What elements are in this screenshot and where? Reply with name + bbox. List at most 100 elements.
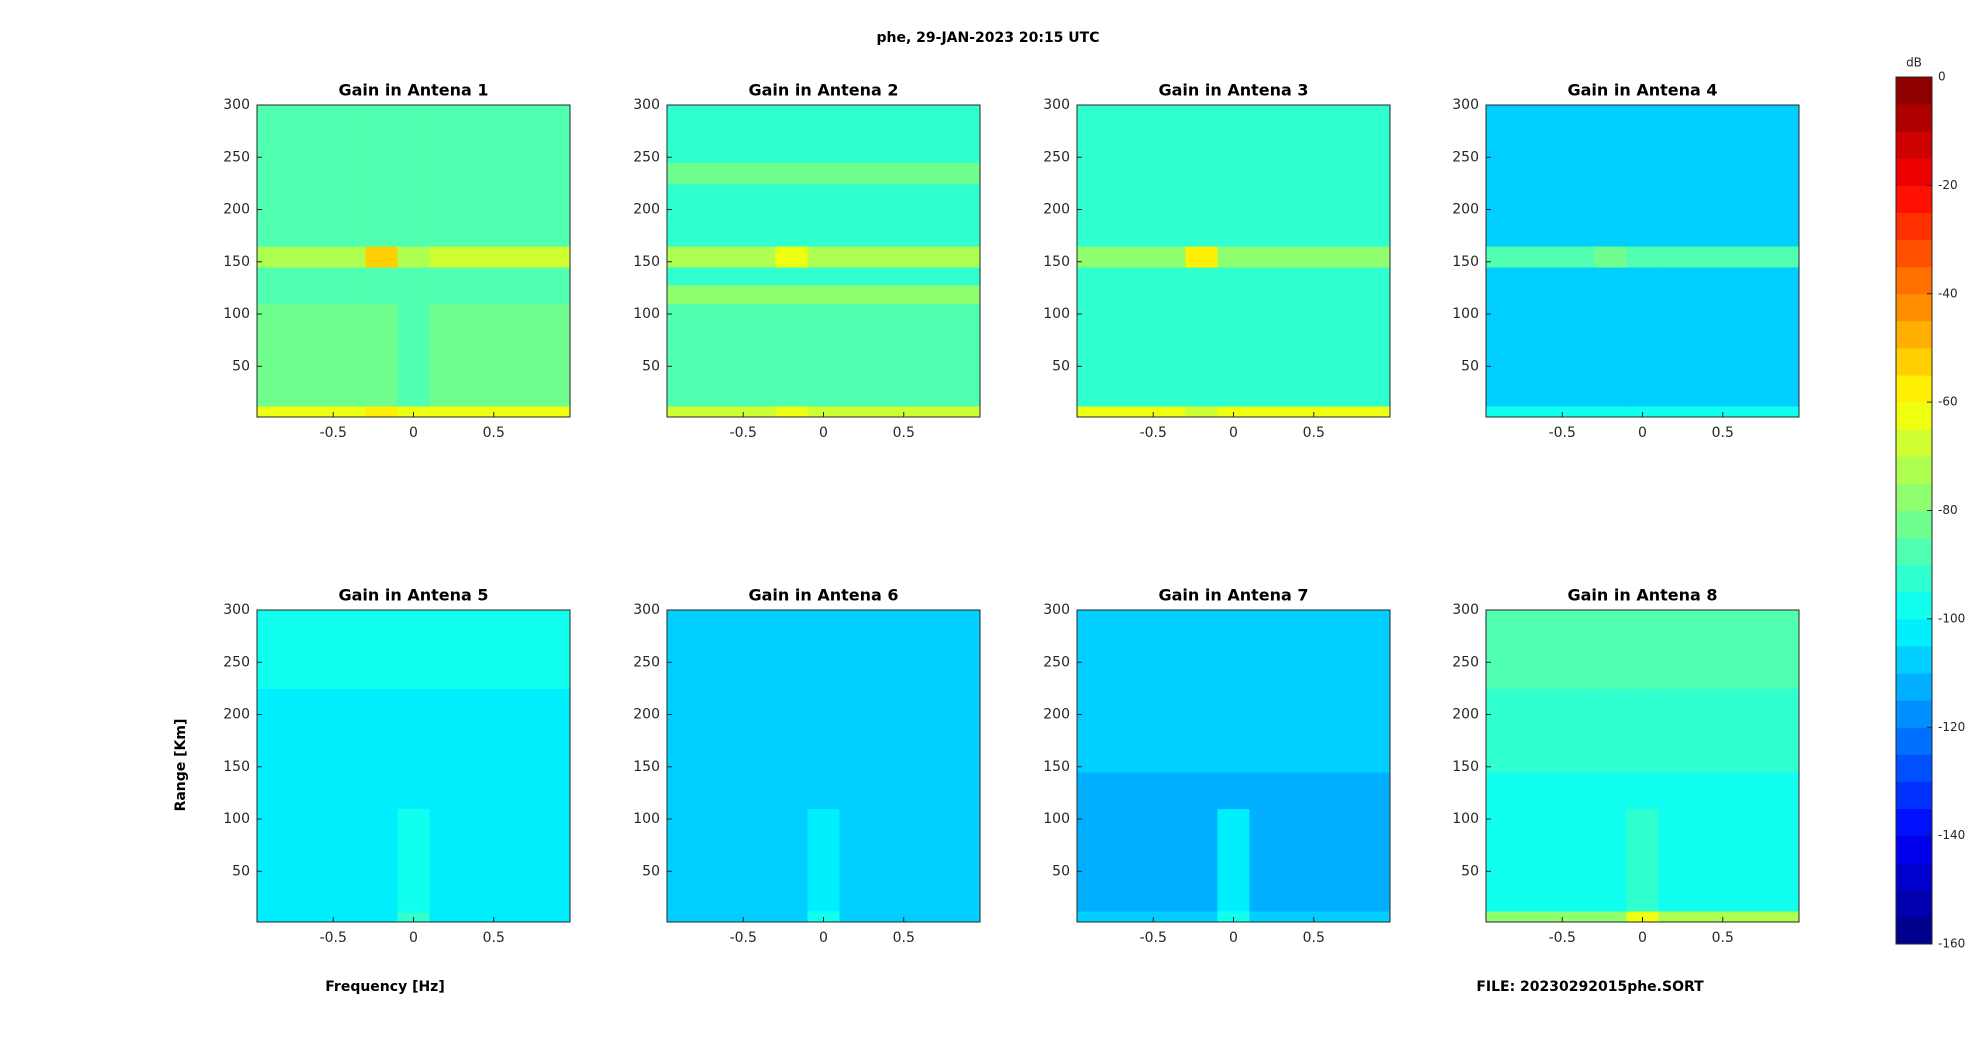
- heatmap-cell: [839, 267, 981, 286]
- heatmap-cell: [257, 772, 366, 791]
- colorbar-block: [1896, 916, 1932, 945]
- heatmap-cell: [775, 789, 808, 810]
- x-tick-label: 0.5: [893, 425, 915, 441]
- panel-title: Gain in Antena 1: [339, 81, 489, 100]
- heatmap-cell: [1626, 688, 1660, 752]
- heatmap-cell: [1658, 610, 1800, 668]
- heatmap-cell: [807, 667, 841, 689]
- heatmap-cell: [1626, 610, 1660, 668]
- heatmap-cell: [1217, 667, 1251, 689]
- colorbar-block: [1896, 456, 1932, 484]
- heatmap-cell: [365, 688, 398, 752]
- x-axis-label: Frequency [Hz]: [325, 979, 444, 995]
- heatmap-cell: [1217, 303, 1251, 407]
- x-tick-label: 0.5: [483, 425, 505, 441]
- heatmap-cell: [1594, 789, 1627, 810]
- heatmap-cell: [1077, 789, 1186, 810]
- colorbar-block: [1896, 185, 1932, 213]
- heatmap-cell: [775, 406, 808, 418]
- y-tick-label: 150: [633, 759, 660, 775]
- heatmap-cell: [1249, 667, 1391, 689]
- heatmap-cell: [1249, 911, 1391, 923]
- heatmap-cell: [397, 610, 431, 668]
- colorbar-block: [1896, 808, 1932, 837]
- colorbar-block: [1896, 375, 1932, 403]
- colorbar-tick-label: -120: [1938, 720, 1965, 734]
- heatmap-cell: [1658, 246, 1800, 268]
- heatmap-cell: [839, 406, 981, 418]
- heatmap-cell: [807, 772, 841, 791]
- colorbar-block: [1896, 537, 1932, 566]
- heatmap-cell: [365, 789, 398, 810]
- y-tick-label: 150: [1452, 254, 1479, 270]
- heatmap-cell: [1594, 183, 1627, 247]
- heatmap-cell: [839, 772, 981, 791]
- heatmap-cell: [257, 267, 366, 286]
- colorbar-tick-label: -140: [1938, 828, 1965, 842]
- heatmap-cell: [1658, 789, 1800, 810]
- heatmap-cell: [1594, 303, 1627, 407]
- y-tick-label: 250: [1452, 149, 1479, 165]
- heatmap-cell: [1217, 772, 1251, 791]
- heatmap-cell: [667, 183, 776, 247]
- heatmap-cell: [1249, 789, 1391, 810]
- heatmap-cell: [1658, 667, 1800, 689]
- heatmap-cell: [807, 911, 841, 923]
- colorbar-block: [1896, 483, 1932, 511]
- colorbar-label: dB: [1906, 56, 1922, 70]
- heatmap-cell: [1077, 105, 1186, 163]
- heatmap-cell: [1626, 406, 1660, 418]
- y-tick-label: 300: [1452, 97, 1479, 113]
- heatmap-cell: [257, 667, 366, 689]
- heatmap-cell: [1626, 667, 1660, 689]
- heatmap-cell: [775, 105, 808, 163]
- heatmap-cell: [1594, 667, 1627, 689]
- heatmap-cell: [807, 267, 841, 286]
- y-tick-label: 200: [633, 707, 660, 723]
- colorbar-block: [1896, 402, 1932, 430]
- heatmap-cell: [807, 284, 841, 305]
- colorbar-block: [1896, 104, 1932, 132]
- heatmap-cell: [839, 688, 981, 752]
- colorbar-block: [1896, 158, 1932, 186]
- heatmap-cell: [775, 267, 808, 286]
- heatmap-cell: [397, 284, 431, 305]
- x-tick-label: 0.5: [1303, 425, 1325, 441]
- heatmap-cell: [807, 688, 841, 752]
- y-tick-label: 100: [223, 306, 250, 322]
- heatmap-cell: [807, 406, 841, 418]
- heatmap-cell: [397, 162, 431, 184]
- panel-title: Gain in Antena 8: [1568, 586, 1718, 605]
- heatmap-cell: [365, 406, 398, 418]
- heatmap-cell: [1626, 267, 1660, 286]
- x-tick-label: -0.5: [320, 930, 347, 946]
- heatmap-cell: [1185, 610, 1218, 668]
- y-tick-label: 200: [1452, 202, 1479, 218]
- heatmap-cell: [807, 162, 841, 184]
- y-tick-label: 50: [1461, 358, 1479, 374]
- heatmap-cell: [667, 751, 776, 773]
- heatmap-cell: [1658, 267, 1800, 286]
- heatmap-cell: [429, 789, 571, 810]
- heatmap-cell: [1249, 303, 1391, 407]
- heatmap-cell: [1486, 688, 1595, 752]
- heatmap-cell: [775, 688, 808, 752]
- heatmap-cell: [1249, 284, 1391, 305]
- heatmap-cell: [257, 808, 366, 912]
- heatmap-cell: [1249, 688, 1391, 752]
- heatmap-cell: [667, 808, 776, 912]
- heatmap-cell: [1217, 610, 1251, 668]
- heatmap-cell: [1185, 789, 1218, 810]
- heatmap-cell: [365, 183, 398, 247]
- heatmap-cell: [1217, 284, 1251, 305]
- heatmap-cell: [1486, 610, 1595, 668]
- heatmap-cell: [1486, 105, 1595, 163]
- heatmap-cell: [365, 911, 398, 923]
- heatmap-cell: [1217, 751, 1251, 773]
- heatmap-cell: [839, 105, 981, 163]
- y-tick-label: 150: [223, 254, 250, 270]
- heatmap-cell: [1077, 610, 1186, 668]
- y-tick-label: 100: [1452, 811, 1479, 827]
- heatmap-cell: [1486, 267, 1595, 286]
- heatmap-cell: [1217, 808, 1251, 912]
